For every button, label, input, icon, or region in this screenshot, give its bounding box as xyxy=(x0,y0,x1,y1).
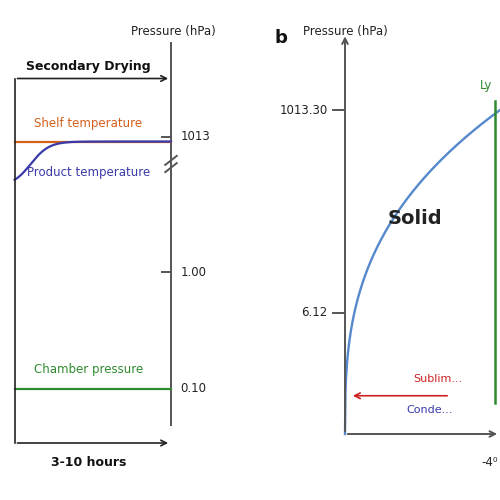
Text: 1.00: 1.00 xyxy=(180,266,206,278)
Text: Chamber pressure: Chamber pressure xyxy=(34,362,143,376)
Text: Product temperature: Product temperature xyxy=(26,166,150,179)
Text: 1013.30: 1013.30 xyxy=(279,104,328,117)
Text: Secondary Drying: Secondary Drying xyxy=(26,60,150,73)
Text: Pressure (hPa): Pressure (hPa) xyxy=(131,25,216,38)
Text: Sublim...: Sublim... xyxy=(413,374,462,384)
Text: 6.12: 6.12 xyxy=(301,306,328,319)
Text: b: b xyxy=(275,29,288,47)
Text: -4⁰: -4⁰ xyxy=(481,456,498,469)
Text: 0.10: 0.10 xyxy=(180,382,206,396)
Text: Shelf temperature: Shelf temperature xyxy=(34,117,142,130)
Text: 3-10 hours: 3-10 hours xyxy=(50,456,126,469)
Text: 1013: 1013 xyxy=(180,130,210,143)
Text: Pressure (hPa): Pressure (hPa) xyxy=(302,24,388,38)
Text: Conde...: Conde... xyxy=(407,405,453,415)
Text: Solid: Solid xyxy=(388,208,442,228)
Text: Ly: Ly xyxy=(480,79,492,92)
